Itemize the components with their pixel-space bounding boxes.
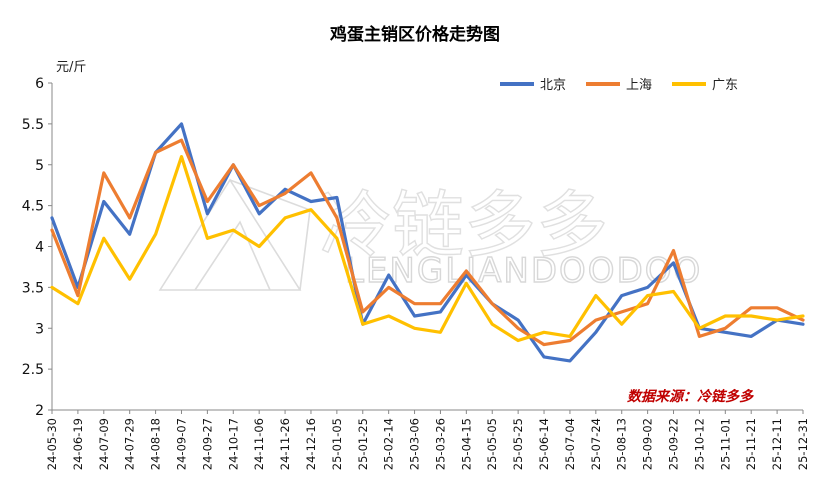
watermark-en-text: LENGLIANDOODOO xyxy=(345,251,702,291)
x-tick-label: 25-09-02 xyxy=(641,418,655,470)
x-tick-label: 24-08-18 xyxy=(149,418,163,470)
x-tick-label: 25-01-05 xyxy=(330,418,344,470)
y-tick-label: 4.5 xyxy=(22,199,44,215)
data-source-note: 数据来源：冷链多多 xyxy=(627,388,754,405)
x-tick-label: 25-07-24 xyxy=(589,418,603,470)
series-line-2 xyxy=(50,138,805,347)
x-tick-label: 24-07-09 xyxy=(97,418,111,470)
y-tick-label: 2.5 xyxy=(22,362,44,378)
watermark-logo-icon xyxy=(158,178,311,291)
y-tick-label: 3.5 xyxy=(22,280,44,296)
legend: 北京 上海 广东 xyxy=(500,78,738,93)
x-tick-label: 25-06-14 xyxy=(537,418,551,470)
y-tick-label: 3 xyxy=(35,321,44,337)
x-tick-label: 25-01-25 xyxy=(356,418,370,470)
series-line-3 xyxy=(50,155,805,343)
y-tick-label: 5 xyxy=(35,158,44,174)
x-tick-label: 25-10-12 xyxy=(692,418,706,470)
x-tick-label: 24-05-30 xyxy=(45,418,59,470)
y-axis-unit: 元/斤 xyxy=(56,60,86,75)
series-lines xyxy=(50,122,805,363)
x-tick-label: 25-11-21 xyxy=(744,418,758,470)
x-tick-label: 25-12-11 xyxy=(770,418,784,470)
x-tick-label: 25-02-14 xyxy=(382,418,396,470)
y-tick-label: 6 xyxy=(35,76,44,92)
watermark: 冷链多多 LENGLIANDOODOO xyxy=(158,178,702,292)
x-tick-label: 24-12-16 xyxy=(304,418,318,470)
watermark-cn-text: 冷链多多 xyxy=(320,183,608,267)
x-tick-label: 24-11-06 xyxy=(252,418,266,470)
x-tick-label: 24-09-27 xyxy=(200,418,214,470)
y-tick-label: 4 xyxy=(35,240,44,256)
x-tick-label: 25-12-31 xyxy=(796,418,810,470)
y-tick-label: 2 xyxy=(35,403,44,419)
series-line-1 xyxy=(50,122,805,363)
legend-label: 上海 xyxy=(626,78,652,93)
x-tick-label: 25-04-15 xyxy=(459,418,473,470)
x-tick-label: 25-09-22 xyxy=(667,418,681,470)
x-tick-label: 24-10-17 xyxy=(226,418,240,470)
x-tick-label: 24-06-19 xyxy=(71,418,85,470)
y-tick-label: 5.5 xyxy=(22,117,44,133)
x-tick-label: 25-08-13 xyxy=(615,418,629,470)
x-tick-label: 25-03-26 xyxy=(433,418,447,470)
x-tick-label: 25-05-05 xyxy=(485,418,499,470)
x-tick-labels: 24-05-30 24-06-19 24-07-09 24-07-29 24-08-18… xyxy=(45,410,810,470)
x-tick-label: 25-05-25 xyxy=(511,418,525,470)
legend-label: 广东 xyxy=(712,78,738,93)
y-tick-labels: 2 2.5 3 3.5 4 4.5 5 5.5 6 xyxy=(22,76,52,419)
x-tick-label: 25-03-06 xyxy=(408,418,422,470)
chart-title: 鸡蛋主销区价格走势图 xyxy=(329,24,500,45)
x-tick-label: 24-09-07 xyxy=(174,418,188,470)
x-tick-label: 25-11-01 xyxy=(718,418,732,470)
x-tick-label: 24-11-26 xyxy=(278,418,292,470)
x-tick-label: 24-07-29 xyxy=(123,418,137,470)
legend-label: 北京 xyxy=(540,78,566,93)
x-tick-label: 25-07-04 xyxy=(563,418,577,470)
